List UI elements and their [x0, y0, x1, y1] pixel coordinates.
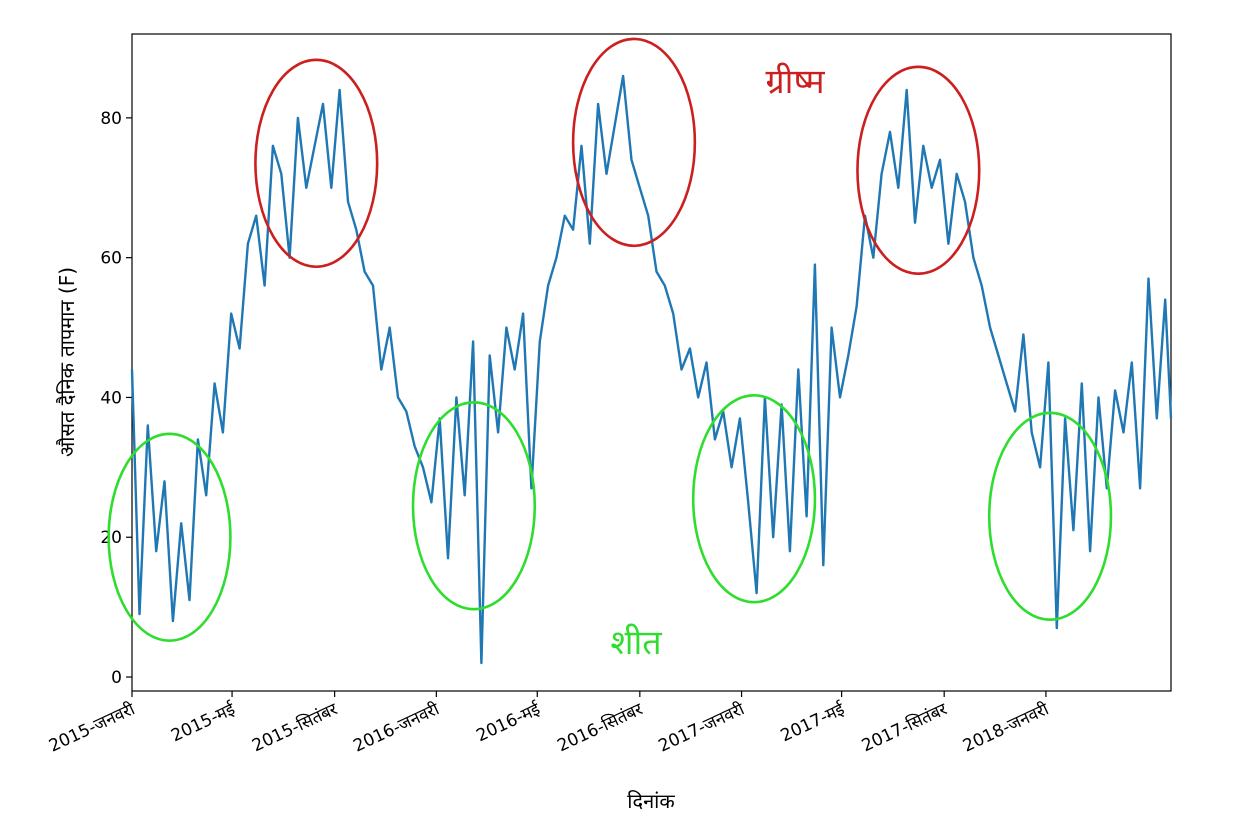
x-tick-label: 2016-सितंबर — [554, 698, 647, 756]
x-axis: 2015-जनवरी 2015-मई 2015-सितंबर 2016-जनवरी 20… — [46, 691, 1053, 757]
summer-circle — [571, 37, 697, 248]
temperature-series-line — [130, 74, 1173, 665]
x-tick-label: 2016-जनवरी — [350, 698, 443, 756]
x-tick-label: 2017-जनवरी — [655, 698, 748, 756]
summer-circle — [254, 58, 379, 269]
x-tick-label: 2015-सितंबर — [249, 698, 342, 756]
x-tick-label: 2016-मई — [473, 698, 544, 746]
x-tick-label: 2018-जनवरी — [960, 698, 1053, 756]
x-axis-title: दिनांक — [627, 789, 675, 813]
y-tick-label: 80 — [100, 109, 122, 129]
y-tick-label: 0 — [111, 668, 122, 688]
x-tick-label: 2017-सितंबर — [858, 698, 951, 756]
x-tick-label: 2017-मई — [777, 698, 848, 746]
winter-circle — [107, 432, 232, 642]
y-axis: 0 20 40 60 80 — [100, 109, 132, 688]
winter-annotation: शीत — [610, 623, 662, 663]
y-tick-label: 60 — [100, 249, 122, 269]
x-tick-label: 2015-जनवरी — [46, 698, 139, 756]
winter-circle — [411, 401, 537, 611]
season-circles — [107, 37, 1113, 642]
y-tick-label: 20 — [100, 528, 122, 548]
summer-circle — [856, 65, 981, 276]
series-group — [130, 74, 1173, 665]
winter-circle — [691, 394, 817, 604]
plot-frame — [131, 33, 1172, 692]
summer-annotation: ग्रीष्म — [765, 62, 825, 102]
winter-circle — [987, 411, 1113, 622]
y-axis-title: औसत दैनिक तापमान (F) — [55, 267, 79, 457]
y-tick-label: 40 — [100, 388, 122, 408]
x-tick-label: 2015-मई — [168, 698, 239, 746]
